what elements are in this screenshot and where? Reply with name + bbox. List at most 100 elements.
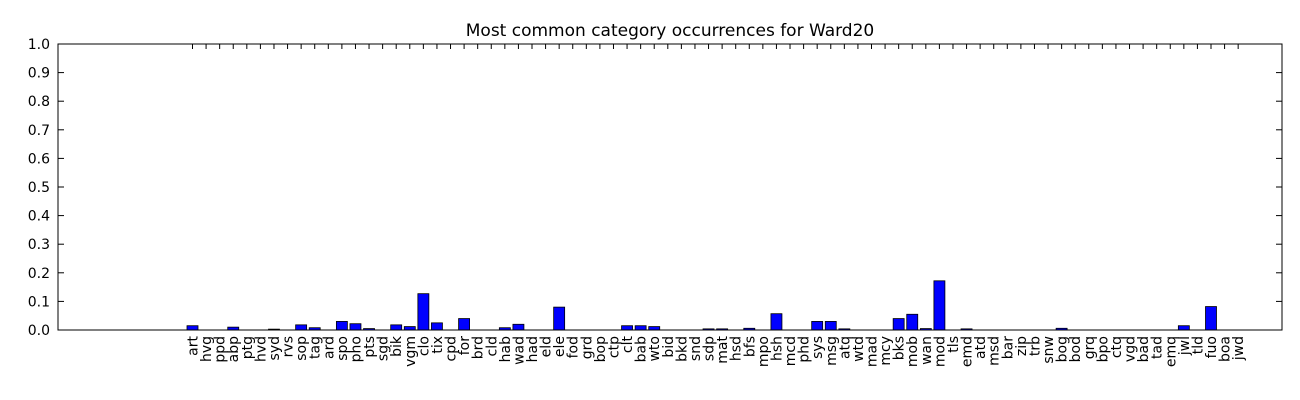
bar-for xyxy=(458,318,471,331)
x-tick-label-grd: grd xyxy=(579,336,595,359)
x-tick-label-boa: boa xyxy=(1218,336,1234,362)
x-tick-label-bab: bab xyxy=(634,336,650,362)
bar-clo xyxy=(417,293,430,331)
bar-bik xyxy=(390,324,403,331)
x-tick-label-emd: emd xyxy=(960,336,976,367)
y-tick-label: 0.5 xyxy=(28,180,50,196)
y-tick-label: 1.0 xyxy=(28,37,50,53)
bar-sys xyxy=(811,321,824,331)
x-tick-label-snw: snw xyxy=(1041,336,1057,364)
x-tick-label-hvd: hvd xyxy=(253,336,269,362)
y-tick-label: 0.2 xyxy=(28,266,50,282)
x-tick-label-sop: sop xyxy=(294,336,310,361)
x-tick-label-grq: grq xyxy=(1082,336,1098,359)
plot-frame xyxy=(57,43,1283,331)
x-tick-label-trb: trb xyxy=(1027,336,1043,356)
x-tick-label-atq: atq xyxy=(837,336,853,359)
x-tick-label-hsd: hsd xyxy=(729,336,745,361)
x-tick-label-vgd: vgd xyxy=(1123,336,1139,362)
bar-art xyxy=(186,325,199,331)
y-axis: 0.0 0.1 0.2 0.3 0.4 0.5 0.6 0.7 0.8 0.9 1.0 xyxy=(28,37,1282,339)
x-tick-label-tix: tix xyxy=(430,336,446,354)
bar-fuo xyxy=(1205,306,1217,331)
y-tick-label: 0.9 xyxy=(28,66,50,82)
x-tick-label-for: for xyxy=(457,336,473,355)
bar-wad xyxy=(512,323,525,331)
y-tick-label: 0.3 xyxy=(28,237,50,253)
x-tick-label-bod: bod xyxy=(1068,336,1084,362)
bar-jwl xyxy=(1177,325,1190,331)
x-tick-label-bkd: bkd xyxy=(674,336,690,362)
bar-vgm xyxy=(403,326,416,331)
x-tick-label-hvg: hvg xyxy=(199,336,215,362)
x-tick-label-cpd: cpd xyxy=(444,336,460,361)
x-tick-label-msd: msd xyxy=(987,336,1003,366)
x-tick-label-cld: cld xyxy=(484,336,500,356)
x-tick-label-mcy: mcy xyxy=(878,336,894,366)
x-tick-label-mat: mat xyxy=(715,336,731,364)
bar-mob xyxy=(906,313,919,331)
x-tick-label-bop: bop xyxy=(593,336,609,362)
x-tick-label-mad: mad xyxy=(865,336,881,367)
y-tick-label: 0.1 xyxy=(28,294,50,310)
x-tick-label-pts: pts xyxy=(362,336,378,358)
bar-wto xyxy=(648,326,661,331)
x-tick-label-jwl: jwl xyxy=(1177,336,1193,356)
x-tick-label-mcd: mcd xyxy=(783,336,799,366)
x-tick-label-hab: hab xyxy=(498,336,514,362)
x-tick-label-mod: mod xyxy=(932,336,948,367)
chart-title: Most common category occurrences for War… xyxy=(466,21,874,41)
bar-pho xyxy=(349,323,362,331)
x-tick-label-bks: bks xyxy=(892,336,908,360)
bar-clt xyxy=(621,325,633,331)
x-tick-label-sgd: sgd xyxy=(376,336,392,361)
x-tick-label-mpo: mpo xyxy=(756,336,772,367)
x-tick-label-wto: wto xyxy=(647,336,663,362)
x-tick-label-msg: msg xyxy=(824,336,840,366)
x-tick-label-bar: bar xyxy=(1000,336,1016,359)
x-tick-label-sdp: sdp xyxy=(702,336,718,361)
x-tick-label-had: had xyxy=(525,336,541,362)
x-tick-label-emq: emq xyxy=(1163,336,1179,367)
x-tick-label-ele: ele xyxy=(552,336,568,357)
x-tick-label-sys: sys xyxy=(810,336,826,359)
x-tick-label-eld: eld xyxy=(539,336,555,357)
x-tick-label-syd: syd xyxy=(267,336,283,360)
x-axis: arthvgppdabpptghvdsydrvssoptagardspophop… xyxy=(186,44,1247,367)
bar-tix xyxy=(431,322,443,331)
x-tick-label-hsh: hsh xyxy=(769,336,785,361)
x-tick-label-ctq: ctq xyxy=(1109,336,1125,358)
y-tick-label: 0.8 xyxy=(28,94,50,110)
x-tick-label-atd: atd xyxy=(973,336,989,359)
x-tick-label-abp: abp xyxy=(226,336,242,362)
x-tick-label-rvs: rvs xyxy=(281,336,297,357)
x-tick-label-fuo: fuo xyxy=(1204,336,1220,358)
bar-bks xyxy=(892,318,905,331)
x-tick-label-art: art xyxy=(186,335,202,355)
x-tick-label-brd: brd xyxy=(471,336,487,359)
x-tick-label-tls: tls xyxy=(946,336,962,353)
x-tick-label-bik: bik xyxy=(389,335,405,357)
y-tick-label: 0.7 xyxy=(28,123,50,139)
x-tick-label-tld: tld xyxy=(1190,336,1206,354)
bar-ele xyxy=(553,306,566,331)
y-tick-label: 0.6 xyxy=(28,151,50,167)
x-tick-label-bog: bog xyxy=(1055,336,1071,362)
bar-sop xyxy=(295,324,308,331)
y-tick-label: 0.4 xyxy=(28,209,50,225)
x-tick-label-ctp: ctp xyxy=(606,336,622,358)
x-tick-label-bad: bad xyxy=(1136,336,1152,362)
x-tick-label-wtd: wtd xyxy=(851,336,867,362)
bar-hsh xyxy=(770,313,783,331)
bars-group xyxy=(186,280,1217,331)
x-tick-label-ptg: ptg xyxy=(240,336,256,359)
x-tick-label-wan: wan xyxy=(919,336,935,365)
bar-msg xyxy=(824,321,837,331)
x-tick-label-zip: zip xyxy=(1014,336,1030,356)
x-tick-label-clo: clo xyxy=(416,336,432,356)
x-tick-label-spo: spo xyxy=(335,336,351,361)
x-tick-label-bpo: bpo xyxy=(1095,336,1111,362)
x-tick-label-bid: bid xyxy=(661,336,677,358)
x-tick-label-wad: wad xyxy=(511,336,527,365)
